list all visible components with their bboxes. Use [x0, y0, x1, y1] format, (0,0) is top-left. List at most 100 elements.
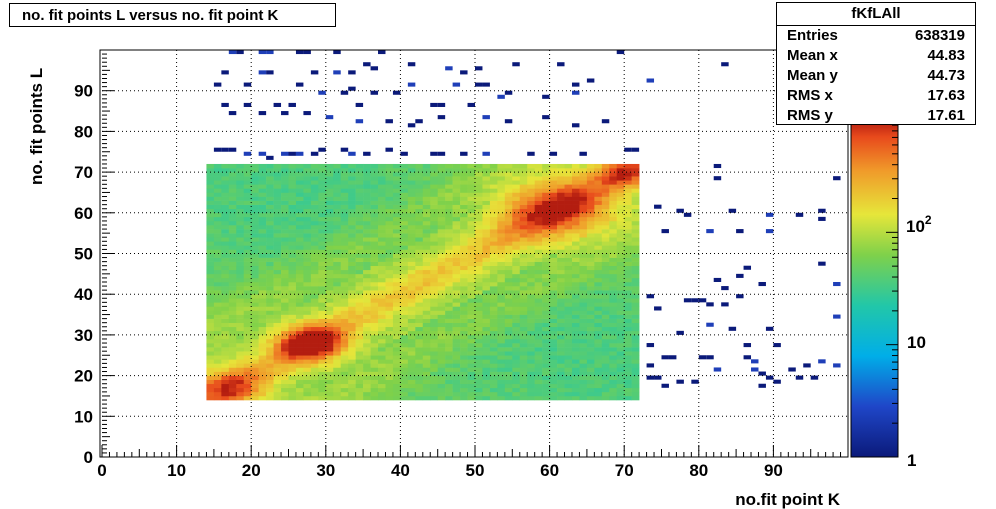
heatmap-cell [624, 347, 632, 352]
heatmap-cell [273, 375, 282, 380]
heatmap-cell [497, 286, 506, 291]
sparse-cell [683, 212, 692, 217]
heatmap-cell [519, 233, 528, 238]
heatmap-cell [564, 355, 573, 360]
heatmap-cell [631, 237, 640, 242]
heatmap-cell [363, 347, 371, 352]
sparse-cell [818, 216, 826, 221]
heatmap-cell [392, 281, 401, 287]
heatmap-cell [288, 334, 297, 340]
heatmap-cell [512, 367, 521, 372]
heatmap-cell [609, 290, 618, 295]
heatmap-cell [392, 208, 401, 214]
heatmap-cell [281, 216, 289, 222]
heatmap-cell [489, 180, 498, 185]
heatmap-cell [445, 290, 453, 295]
heatmap-cell [385, 359, 394, 364]
heatmap-cell [273, 269, 282, 275]
heatmap-cell [460, 318, 468, 323]
heatmap-cell [609, 225, 618, 230]
heatmap-cell [370, 363, 379, 368]
heatmap-cell [295, 310, 304, 315]
heatmap-cell [385, 383, 394, 389]
heatmap-cell [363, 237, 371, 242]
heatmap-cell [370, 355, 379, 360]
heatmap-cell [601, 241, 610, 246]
heatmap-cell [460, 200, 468, 205]
heatmap-cell [295, 233, 304, 238]
heatmap-cell [504, 200, 513, 205]
heatmap-cell [392, 204, 401, 210]
heatmap-cell [437, 188, 446, 193]
heatmap-cell [571, 204, 580, 210]
heatmap-cell [228, 351, 237, 356]
heatmap-cell [340, 302, 349, 307]
heatmap-cell [228, 347, 237, 352]
heatmap-cell [512, 253, 521, 258]
heatmap-cell [281, 257, 289, 262]
heatmap-cell [273, 363, 282, 368]
sparse-cell [333, 50, 341, 55]
heatmap-cell [243, 387, 252, 393]
heatmap-cell [579, 229, 588, 234]
heatmap-cell [228, 204, 237, 210]
heatmap-cell [445, 273, 453, 279]
heatmap-cell [288, 355, 297, 360]
heatmap-cell [288, 163, 297, 169]
heatmap-cell [258, 249, 267, 254]
heatmap-cell [236, 192, 245, 197]
heatmap-cell [273, 225, 282, 230]
heatmap-cell [430, 302, 438, 307]
heatmap-cell [571, 188, 580, 193]
heatmap-cell [363, 220, 371, 226]
heatmap-cell [288, 326, 297, 332]
heatmap-cell [564, 237, 573, 242]
heatmap-cell [221, 290, 230, 295]
heatmap-cell [460, 294, 468, 299]
heatmap-cell [609, 351, 618, 356]
sparse-cell [243, 82, 252, 87]
stats-label: RMS y [787, 107, 833, 124]
heatmap-cell [489, 294, 498, 299]
heatmap-cell [594, 347, 603, 352]
heatmap-cell [400, 326, 409, 332]
heatmap-cell [624, 363, 632, 368]
heatmap-cell [512, 163, 521, 169]
heatmap-cell [519, 294, 528, 299]
heatmap-cell [601, 273, 610, 279]
sparse-cell [392, 90, 401, 95]
heatmap-cell [504, 237, 513, 242]
heatmap-cell [415, 180, 424, 185]
heatmap-cell [303, 347, 312, 352]
heatmap-cell [571, 229, 580, 234]
heatmap-cell [325, 265, 334, 271]
heatmap-cell [482, 253, 491, 258]
heatmap-cell [430, 355, 438, 360]
heatmap-cell [594, 302, 603, 307]
heatmap-cell [497, 269, 506, 275]
heatmap-cell [624, 184, 632, 189]
heatmap-cell [378, 367, 386, 372]
heatmap-cell [504, 338, 513, 344]
heatmap-cell [303, 383, 312, 389]
heatmap-cell [527, 326, 535, 332]
heatmap-cell [228, 168, 237, 173]
heatmap-cell [452, 310, 461, 315]
heatmap-cell [489, 318, 498, 323]
heatmap-cell [460, 298, 468, 303]
plot-border [99, 49, 849, 458]
heatmap-cell [251, 367, 259, 372]
sparse-cell [833, 176, 841, 181]
heatmap-cell [430, 253, 438, 258]
heatmap-cell [534, 225, 543, 230]
sparse-cell [818, 261, 826, 266]
heatmap-cell [236, 245, 245, 250]
heatmap-cell [348, 363, 356, 368]
heatmap-cell [318, 229, 327, 234]
heatmap-cell [385, 249, 394, 254]
heatmap-cell [340, 261, 349, 267]
heatmap-cell [206, 168, 215, 173]
heatmap-cell [385, 302, 394, 307]
heatmap-cell [594, 253, 603, 258]
heatmap-cell [251, 314, 259, 319]
